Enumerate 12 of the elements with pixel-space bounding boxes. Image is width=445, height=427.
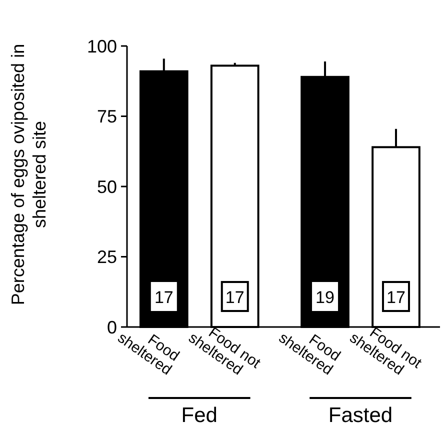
annotation: 17 (154, 288, 174, 307)
y-axis-title: Percentage of eggs oviposited in sheltered site (8, 44, 50, 306)
annotation: 17 (386, 288, 406, 307)
annotation: 17 (225, 288, 244, 307)
y-tick-label: 50 (96, 176, 117, 197)
y-tick-label: 100 (86, 36, 117, 56)
y-tick-label: 25 (96, 247, 117, 268)
y-tick-label: 0 (106, 317, 117, 338)
y-tick-label: 75 (96, 106, 117, 127)
annotation: 19 (316, 288, 334, 307)
text: Fed (181, 404, 218, 427)
text: Fasted (328, 404, 393, 427)
